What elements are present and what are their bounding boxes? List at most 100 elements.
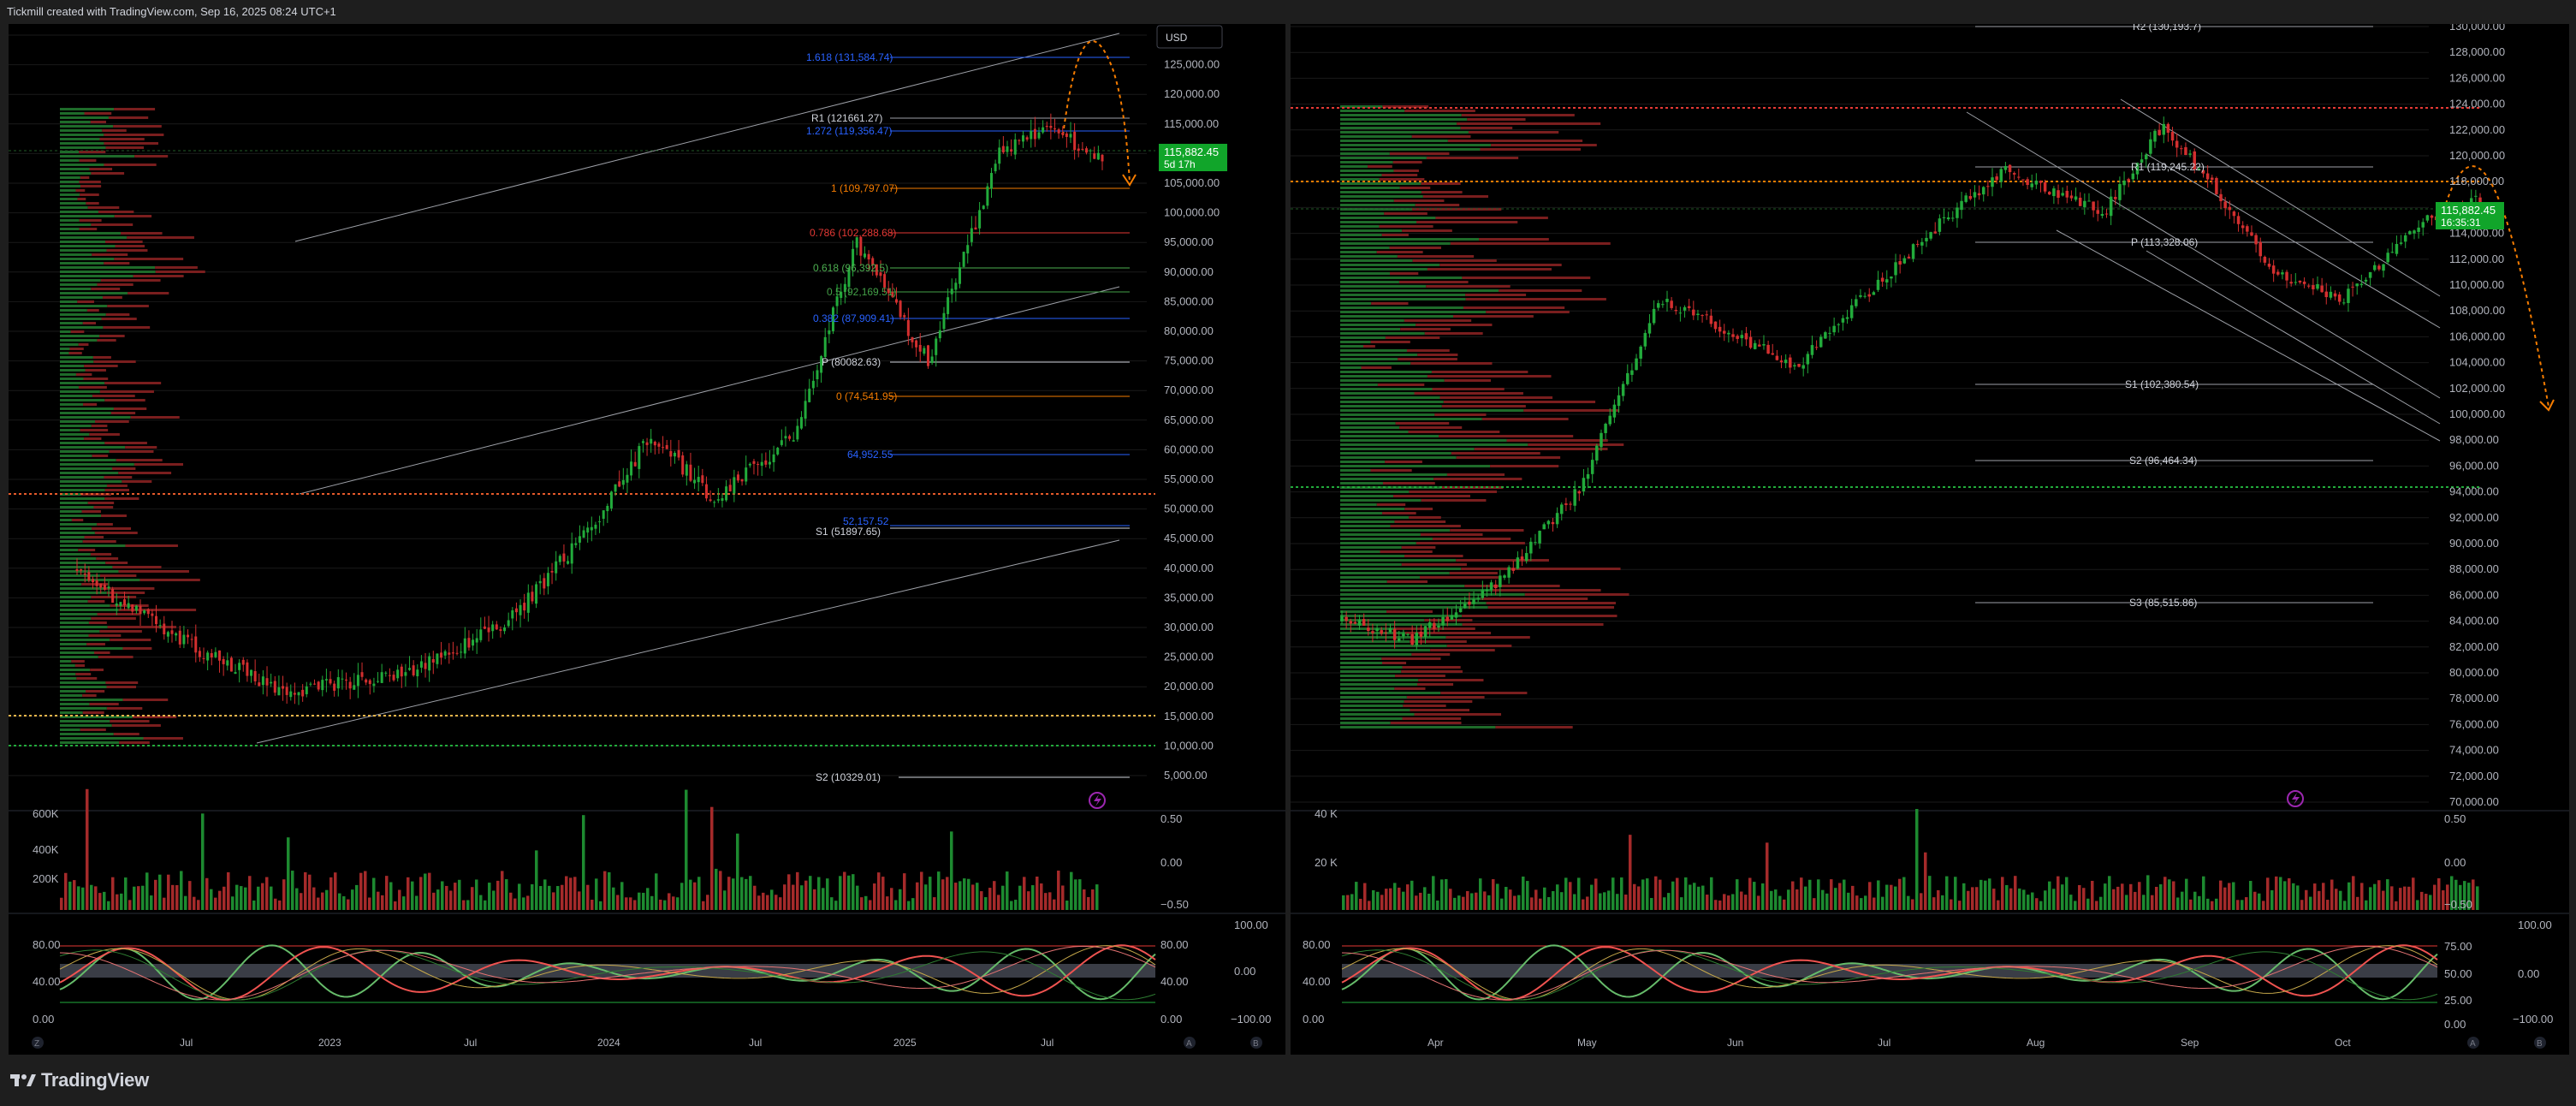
s1-label: S1 (51897.65) [816, 526, 881, 538]
volume-bar [993, 881, 996, 910]
profile-bar-sell [97, 613, 140, 615]
currency-button[interactable] [1156, 25, 1223, 49]
candle-body [1626, 372, 1629, 384]
left-btn-b[interactable] [1250, 1037, 1262, 1049]
volume-bar [988, 888, 992, 910]
profile-bar-buy [60, 737, 144, 740]
profile-bar-buy [60, 514, 102, 517]
profile-bar-sell [155, 266, 198, 269]
left-btn-a[interactable] [1184, 1037, 1196, 1049]
left-channel-bottom-line[interactable] [256, 539, 1120, 744]
candle-body [1744, 333, 1748, 340]
profile-bar-buy [1340, 645, 1447, 647]
volume-bar [1410, 880, 1414, 910]
tradingview-logo-icon [10, 1074, 36, 1086]
volume-bar [1676, 877, 1679, 910]
tradingview-logo[interactable]: TradingView [10, 1068, 149, 1092]
candle-body [776, 448, 780, 455]
candle-body [1357, 620, 1362, 626]
candle-body [2329, 291, 2333, 298]
candle-body [1560, 504, 1564, 514]
profile-bar-buy [60, 330, 71, 333]
volume-bar [1847, 892, 1850, 910]
profile-bar-sell [1463, 306, 1565, 309]
profile-bar-buy [60, 733, 114, 735]
profile-bar-buy [1340, 413, 1435, 416]
price-tick: 108,000.00 [2449, 304, 2505, 317]
profile-bar-sell [1368, 165, 1392, 168]
left-lightning-icon[interactable] [1089, 792, 1106, 809]
volume-bar [1607, 890, 1611, 910]
right-chart-svg[interactable]: R2 (130,193.7) R1 (119,245.22) P (113,32… [1291, 20, 2569, 1055]
left-projection-arc[interactable] [1062, 40, 1131, 183]
volume-bar [599, 901, 602, 910]
profile-bar-sell [84, 112, 112, 115]
candle-body [2408, 231, 2412, 235]
right-price-axis[interactable]: 130,000.00128,000.00126,000.00124,000.00… [2449, 20, 2505, 808]
volume-bar [655, 873, 658, 910]
left-channel-mid-line[interactable] [299, 286, 1120, 495]
profile-bar-sell [1382, 482, 1435, 485]
right-channel-1[interactable] [1966, 111, 2441, 399]
left-chart-pane[interactable]: 1.618 (131,584.74) R1 (121661.27) 1.272 … [9, 24, 1285, 1055]
volume-bar [252, 900, 256, 910]
candle-body [368, 680, 371, 685]
volume-bar [488, 883, 491, 910]
profile-bar-buy [1340, 657, 1382, 660]
volume-bar [1611, 877, 1615, 910]
right-channel-3[interactable] [2146, 153, 2441, 329]
right-btn-b[interactable] [2534, 1037, 2546, 1049]
volume-bar [124, 877, 128, 910]
snapshot-title: Tickmill created with TradingView.com, S… [7, 5, 336, 18]
right-channel-4[interactable] [2056, 229, 2441, 442]
profile-bar-sell [1481, 418, 1569, 420]
candle-body [1872, 292, 1876, 295]
candle-body [2324, 291, 2329, 298]
profile-bar-buy [60, 275, 134, 277]
profile-bar-sell [1394, 520, 1446, 523]
volume-bar [1962, 883, 1966, 910]
candle-body [1340, 615, 1344, 621]
volume-bar [2069, 895, 2073, 910]
candle-body [689, 464, 692, 481]
profile-bar-sell [84, 536, 104, 538]
profile-bar-sell [100, 279, 161, 282]
right-r1-label: R1 (119,245.22) [2131, 161, 2205, 173]
right-channel-5[interactable] [2146, 250, 2441, 425]
profile-bar-sell [1439, 435, 1574, 437]
profile-bar-buy [1340, 666, 1403, 669]
candle-body [408, 668, 412, 670]
candle-body [1898, 261, 1902, 265]
left-channel-top-line[interactable] [294, 33, 1120, 242]
volume-bar [1534, 889, 1538, 910]
candle-body [891, 292, 894, 297]
volume-bar [1881, 896, 1885, 910]
left-chart-svg[interactable]: 1.618 (131,584.74) R1 (121661.27) 1.272 … [9, 24, 1285, 1055]
profile-bar-sell [101, 318, 137, 320]
candle-body [915, 340, 918, 348]
volume-bar [180, 871, 183, 910]
volume-bar [894, 900, 898, 910]
volume-bar [415, 895, 418, 910]
right-btn-a[interactable] [2467, 1037, 2479, 1049]
volume-bar [86, 788, 89, 910]
price-tick: 85,000.00 [1164, 294, 1214, 307]
left-btn-z[interactable] [32, 1037, 44, 1049]
profile-bar-sell [1462, 615, 1617, 617]
volume-bar [1346, 895, 1350, 910]
candle-body [586, 527, 590, 533]
candle-body [2337, 294, 2342, 302]
volume-bar [68, 881, 72, 910]
right-lightning-icon[interactable] [2287, 790, 2304, 807]
candle-body [92, 579, 95, 583]
volume-bar [496, 880, 500, 910]
candle-body [2215, 177, 2218, 194]
volume-bar [941, 879, 945, 910]
candle-body [187, 634, 190, 638]
candle-body [1709, 315, 1713, 324]
right-chart-pane[interactable]: R2 (130,193.7) R1 (119,245.22) P (113,32… [1291, 20, 2569, 1055]
left-price-axis[interactable]: 130,000.00125,000.00120,000.00115,000.00… [1164, 28, 1220, 782]
candle-body [823, 336, 827, 357]
candle-body [1534, 542, 1537, 544]
